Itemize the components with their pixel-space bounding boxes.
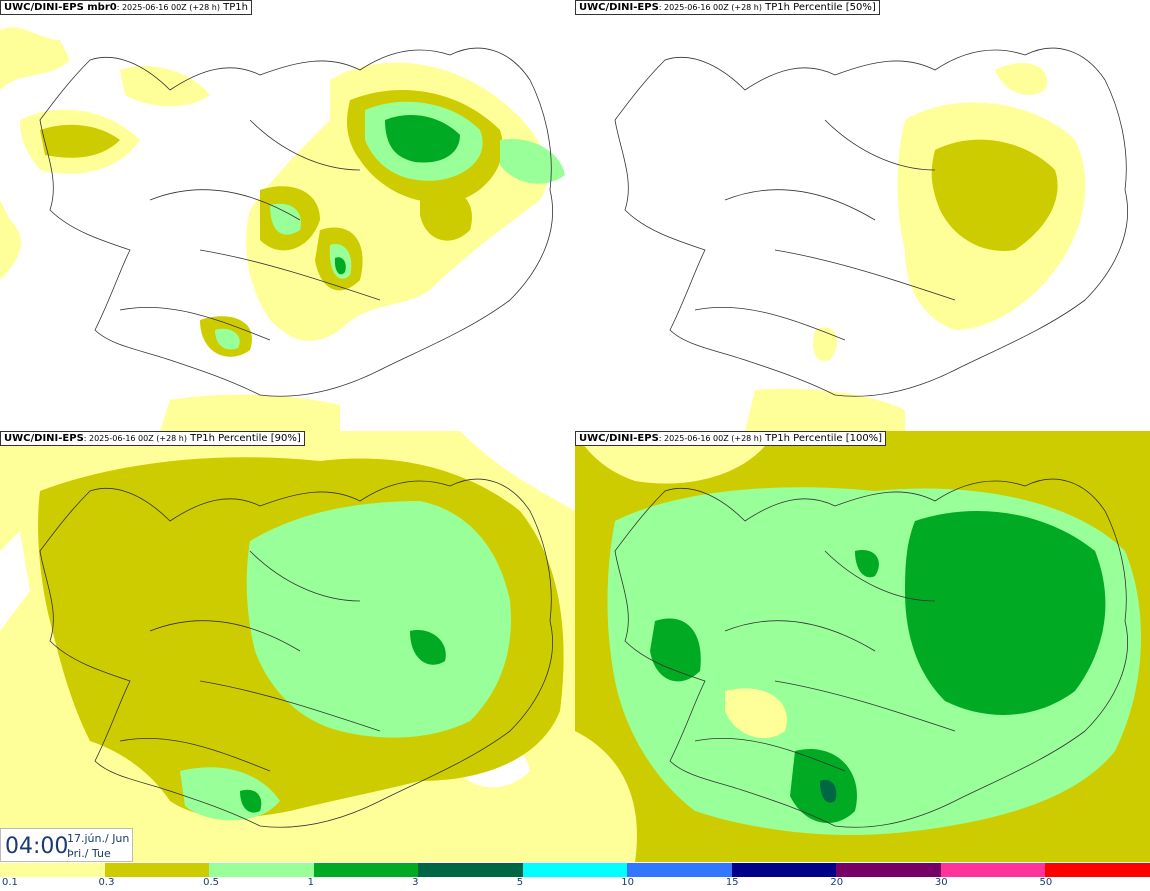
precip-map-p100: [575, 431, 1150, 862]
color-scale-swatch: [313, 863, 420, 877]
color-scale-label: 5: [516, 877, 524, 888]
panel-model: UWC/DINI-EPS: [579, 433, 659, 444]
color-scale-swatch: [522, 863, 629, 877]
color-scale-label: 10: [621, 877, 634, 888]
panel-title-p100: UWC/DINI-EPS: 2025-06-16 00Z (+28 h) TP1…: [575, 431, 887, 446]
map-panel-p100: UWC/DINI-EPS: 2025-06-16 00Z (+28 h) TP1…: [575, 431, 1150, 862]
valid-date-line2: Þri./ Tue: [67, 847, 111, 860]
color-scale-label: 20: [830, 877, 844, 888]
map-panel-p90: UWC/DINI-EPS: 2025-06-16 00Z (+28 h) TP1…: [0, 431, 575, 862]
color-scale-swatch: [627, 863, 733, 877]
color-scale-swatch: [209, 863, 315, 877]
color-scale-swatch: [731, 863, 838, 877]
panel-title-mbr0: UWC/DINI-EPS mbr0: 2025-06-16 00Z (+28 h…: [0, 0, 252, 15]
panel-param: TP1h Percentile [50%]: [761, 2, 876, 13]
panel-param: TP1h Percentile [100%]: [761, 433, 883, 444]
panel-model: UWC/DINI-EPS: [579, 2, 659, 13]
precip-map-mbr0: [0, 27, 565, 431]
panel-run-info: : 2025-06-16 00Z (+28 h): [116, 3, 220, 12]
valid-date: 17.jún./ Jun Þri./ Tue: [67, 831, 129, 861]
color-scale-swatch: [836, 863, 942, 877]
panel-model: UWC/DINI-EPS: [4, 433, 84, 444]
color-scale-swatch: [0, 863, 106, 877]
panel-model: UWC/DINI-EPS: [4, 2, 84, 13]
panel-param: TP1h Percentile [90%]: [186, 433, 301, 444]
color-scale-swatch: [1045, 863, 1150, 877]
color-scale-label: 50: [1039, 877, 1053, 888]
color-scale-label: 0.1: [2, 877, 18, 888]
color-scale-label: 30: [934, 877, 948, 888]
color-scale-label: 0.5: [203, 877, 219, 888]
color-scale-legend: 0.1 0.3 0.5 1 3 5 10 15 20 30 50: [0, 862, 1150, 891]
color-scale-swatch: [104, 863, 211, 877]
color-scale-label: 3: [412, 877, 419, 888]
map-panel-mbr0: UWC/DINI-EPS mbr0: 2025-06-16 00Z (+28 h…: [0, 0, 575, 431]
color-scale-swatch: [940, 863, 1047, 877]
panel-member: mbr0: [83, 2, 117, 13]
valid-date-line1: 17.jún./ Jun: [67, 832, 130, 845]
panel-run-info: : 2025-06-16 00Z (+28 h): [83, 434, 187, 443]
panel-run-info: : 2025-06-16 00Z (+28 h): [658, 3, 762, 12]
map-panel-p50: UWC/DINI-EPS: 2025-06-16 00Z (+28 h) TP1…: [575, 0, 1150, 431]
color-scale-label: 0.3: [98, 877, 115, 888]
valid-time-box: 04:00 17.jún./ Jun Þri./ Tue: [0, 828, 133, 862]
panel-title-p50: UWC/DINI-EPS: 2025-06-16 00Z (+28 h) TP1…: [575, 0, 880, 15]
panel-run-info: : 2025-06-16 00Z (+28 h): [658, 434, 762, 443]
color-scale-label: 1: [307, 877, 314, 888]
color-scale-swatch: [418, 863, 524, 877]
panel-param: TP1h: [219, 2, 248, 13]
panel-title-p90: UWC/DINI-EPS: 2025-06-16 00Z (+28 h) TP1…: [0, 431, 305, 446]
color-scale-label: 15: [725, 877, 739, 888]
precip-map-p90: [0, 431, 575, 862]
valid-time: 04:00: [5, 834, 69, 859]
precip-map-p50: [614, 47, 1128, 431]
